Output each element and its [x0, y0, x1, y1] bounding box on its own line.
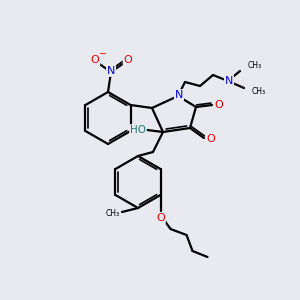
Text: CH₃: CH₃: [252, 86, 266, 95]
Text: N: N: [107, 66, 115, 76]
Text: CH₃: CH₃: [106, 208, 120, 217]
Text: O: O: [124, 55, 132, 65]
Text: O: O: [91, 55, 99, 65]
Text: O: O: [207, 134, 215, 144]
Text: −: −: [99, 49, 107, 59]
Text: O: O: [214, 100, 224, 110]
Text: N: N: [175, 90, 183, 100]
Text: CH₃: CH₃: [248, 61, 262, 70]
Text: N: N: [225, 76, 233, 86]
Text: O: O: [156, 213, 165, 223]
Text: HO: HO: [130, 125, 146, 135]
